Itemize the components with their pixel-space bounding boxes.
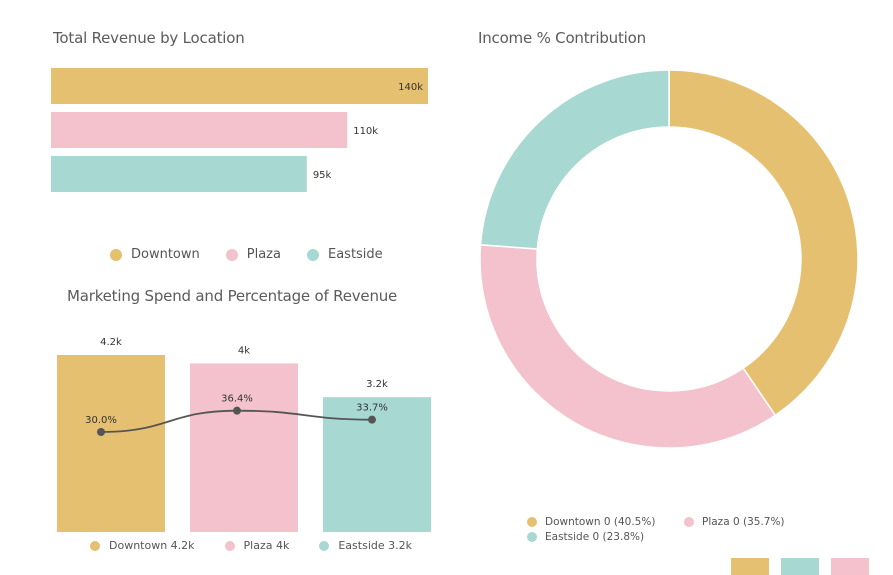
revenue-legend: Downtown Plaza Eastside: [110, 247, 409, 262]
legend-item-eastside[interactable]: Eastside 0 (23.8%): [527, 531, 644, 543]
legend-item-plaza[interactable]: Plaza: [225, 247, 281, 262]
legend-item-downtown[interactable]: Downtown: [110, 247, 200, 262]
legend-item-downtown[interactable]: Downtown 4.2k: [90, 539, 195, 552]
legend-dot-plaza: [225, 248, 238, 261]
legend-dot-eastside: [306, 248, 319, 261]
marketing-bar-downtown: [57, 355, 165, 532]
legend-dot-downtown: [110, 248, 122, 261]
legend-dot-downtown: [527, 517, 537, 527]
legend-dot-downtown: [90, 540, 100, 551]
legend-label: Eastside 0 (23.8%): [545, 531, 645, 543]
marketing-legend: Downtown 4.2k Plaza 4k Eastside 3.2k: [90, 539, 442, 552]
legend-dot-eastside: [319, 540, 330, 551]
revenue-bar-label: 95k: [313, 170, 332, 181]
legend-item-eastside[interactable]: Eastside: [306, 247, 383, 262]
legend-dot-eastside: [527, 532, 537, 542]
plaza-swatch: [831, 558, 869, 575]
marketing-bar-label: 4.2k: [100, 337, 122, 348]
legend-label: Plaza 0 (35.7%): [702, 516, 785, 528]
legend-label: Eastside 3.2k: [338, 539, 412, 552]
income-chart-title: Income % Contribution: [478, 29, 646, 47]
marketing-bar-label: 3.2k: [366, 379, 388, 390]
legend-item-plaza[interactable]: Plaza 4k: [224, 539, 290, 552]
legend-label: Eastside: [327, 247, 383, 262]
legend-item-downtown[interactable]: Downtown 0 (40.5%): [527, 516, 655, 528]
marketing-bar-label: 4k: [238, 345, 250, 356]
revenue-bar-eastside: [51, 156, 307, 192]
legend-label: Plaza: [246, 247, 281, 262]
revenue-bar-plaza: [51, 112, 348, 148]
line-point-downtown: [97, 428, 105, 436]
line-point-label: 30.0%: [85, 415, 117, 426]
revenue-bar-downtown: [51, 68, 428, 104]
legend-label: Downtown 4.2k: [109, 539, 195, 552]
line-point-label: 36.4%: [221, 394, 253, 405]
legend-label: Downtown 0 (40.5%): [545, 516, 656, 528]
marketing-bar-plaza: [190, 363, 298, 532]
downtown-swatch: [731, 558, 769, 575]
legend-item-eastside[interactable]: Eastside 3.2k: [319, 539, 412, 552]
line-point-eastside: [368, 415, 376, 424]
legend-label: Plaza 4k: [243, 539, 290, 552]
donut-slice-eastside: [479, 69, 670, 250]
line-point-label: 33.7%: [356, 403, 388, 414]
legend-dot-plaza: [684, 517, 694, 527]
donut-slice-downtown: [668, 69, 859, 417]
legend-dot-plaza: [224, 540, 235, 551]
marketing-bar-eastside: [323, 397, 431, 532]
eastside-swatch: [781, 558, 819, 575]
revenue-bar-label: 110k: [353, 126, 378, 137]
donut-slice-plaza: [479, 243, 777, 449]
legend-label: Downtown: [131, 247, 200, 262]
legend-item-plaza[interactable]: Plaza 0 (35.7%): [684, 516, 785, 528]
line-point-plaza: [233, 406, 241, 415]
revenue-chart-title: Total Revenue by Location: [53, 29, 245, 47]
marketing-chart-title: Marketing Spend and Percentage of Revenu…: [67, 287, 398, 305]
revenue-bar-label: 140k: [398, 82, 423, 93]
